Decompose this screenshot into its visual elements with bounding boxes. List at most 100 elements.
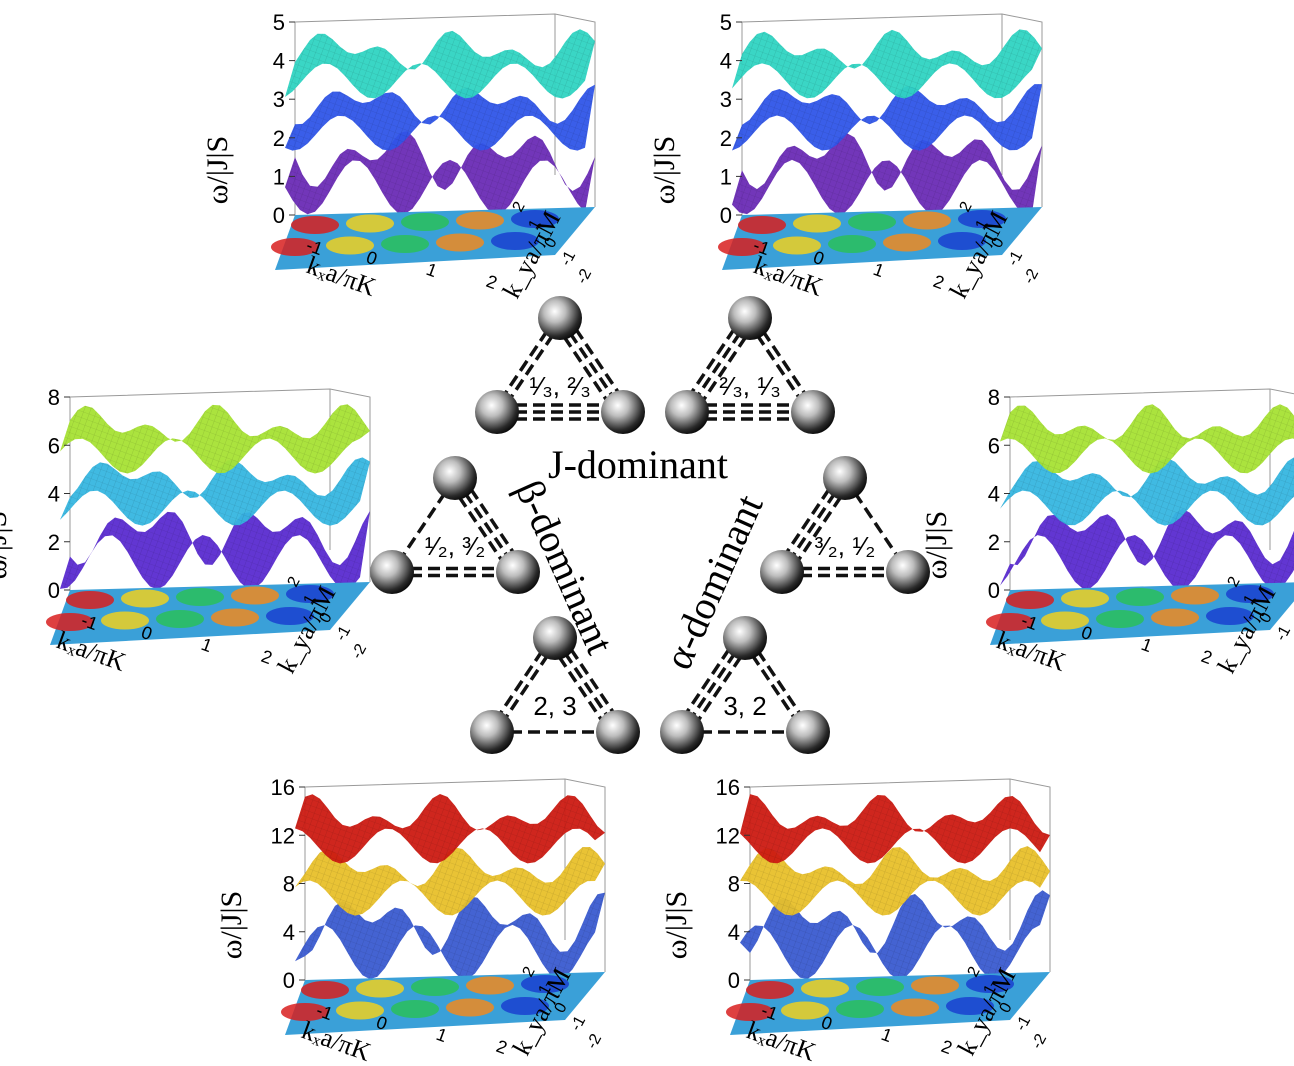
y-tick-label: 0 <box>988 578 1000 603</box>
k-tick-label: -2 <box>1289 641 1294 662</box>
y-tick-label: 4 <box>48 482 60 507</box>
y-tick-label: 3 <box>273 87 285 112</box>
y-axis-label: ω/|J|S <box>215 891 248 959</box>
k-tick-label: -2 <box>1021 266 1043 287</box>
floor-contour-map <box>718 207 1042 270</box>
coupling-ratio-label: ¹⁄₂, ³⁄₂ <box>425 531 486 561</box>
y-tick-label: 4 <box>273 49 285 74</box>
k-tick-label: -2 <box>574 266 596 287</box>
x-tick-label: -1 <box>759 1000 781 1024</box>
atom-sphere <box>660 710 704 754</box>
x-tick-label: 1 <box>424 259 440 281</box>
atom-sphere <box>475 390 519 434</box>
k-tick-label: -2 <box>1029 1031 1051 1052</box>
floor-contour-map <box>271 207 595 270</box>
y-tick-label: 16 <box>716 775 740 800</box>
y-tick-label: 1 <box>720 164 732 189</box>
y-tick-label: 12 <box>716 823 740 848</box>
triangle-cell-3-2: 3, 2 <box>660 616 830 754</box>
atom-sphere <box>496 550 540 594</box>
x-tick-label: 1 <box>199 634 215 656</box>
y-axis-label: ω/|J|S <box>201 136 234 204</box>
x-tick-label: -1 <box>79 610 101 634</box>
coupling-ratio-label: ³⁄₂, ¹⁄₂ <box>815 531 876 561</box>
x-tick-label: 1 <box>879 1024 895 1046</box>
y-tick-label: 12 <box>271 823 295 848</box>
coupling-ratio-label: ¹⁄₃, ²⁄₃ <box>529 371 591 401</box>
y-tick-label: 2 <box>720 126 732 151</box>
y-tick-label: 4 <box>728 920 740 945</box>
y-tick-label: 8 <box>988 385 1000 410</box>
coupling-ratio-label: 2, 3 <box>533 691 576 721</box>
y-tick-label: 4 <box>988 482 1000 507</box>
k-tick-label: -1 <box>558 248 580 269</box>
k-tick-label: -2 <box>349 641 371 662</box>
k-tick-label: -1 <box>568 1013 590 1034</box>
k-tick-label: -2 <box>584 1031 606 1052</box>
atom-sphere <box>601 390 645 434</box>
floor-contour-map <box>281 972 605 1035</box>
atom-sphere <box>760 550 804 594</box>
x-tick-label: -1 <box>1019 610 1041 634</box>
y-tick-label: 5 <box>720 10 732 35</box>
y-tick-label: 0 <box>728 968 740 993</box>
y-tick-label: 3 <box>720 87 732 112</box>
y-tick-label: 1 <box>273 164 285 189</box>
atom-sphere <box>538 296 582 340</box>
triangle-cell-1-3-2-3: ¹⁄₃, ²⁄₃ <box>475 296 645 434</box>
y-tick-label: 8 <box>48 385 60 410</box>
y-tick-label: 0 <box>48 578 60 603</box>
floor-contour-map <box>46 582 370 645</box>
y-axis-label: ω/|J|S <box>0 511 13 579</box>
y-tick-label: 16 <box>271 775 295 800</box>
y-tick-label: 5 <box>273 10 285 35</box>
y-tick-label: 0 <box>273 203 285 228</box>
y-tick-label: 4 <box>283 920 295 945</box>
floor-contour-map <box>726 972 1050 1035</box>
x-tick-label: 1 <box>1139 634 1155 656</box>
atom-sphere <box>596 710 640 754</box>
atom-sphere <box>728 296 772 340</box>
y-tick-label: 2 <box>273 126 285 151</box>
triangle-cell-2-3-1-3: ²⁄₃, ¹⁄₃ <box>665 296 835 434</box>
coupling-ratio-label: ²⁄₃, ¹⁄₃ <box>719 371 781 401</box>
atom-sphere <box>723 616 767 660</box>
floor-contour-map <box>986 582 1294 645</box>
y-tick-label: 2 <box>48 530 60 555</box>
atom-sphere <box>786 710 830 754</box>
k-tick-label: -1 <box>1273 623 1294 644</box>
y-tick-label: 6 <box>988 433 1000 458</box>
y-tick-label: 0 <box>283 968 295 993</box>
x-tick-label: 1 <box>434 1024 450 1046</box>
y-axis-label: ω/|J|S <box>660 891 693 959</box>
atom-sphere <box>470 710 514 754</box>
k-tick-label: -1 <box>1013 1013 1035 1034</box>
triangle-cell-3-2-1-2: ³⁄₂, ¹⁄₂ <box>760 456 930 594</box>
j-dominant-label: J-dominant <box>548 442 728 487</box>
triangle-cell-2-3: 2, 3 <box>470 616 640 754</box>
k-tick-label: -1 <box>1005 248 1027 269</box>
atom-sphere <box>823 456 867 500</box>
y-tick-label: 0 <box>720 203 732 228</box>
atom-sphere <box>533 616 577 660</box>
atom-sphere <box>791 390 835 434</box>
y-tick-label: 4 <box>720 49 732 74</box>
y-tick-label: 2 <box>988 530 1000 555</box>
y-tick-label: 6 <box>48 433 60 458</box>
atom-sphere <box>370 550 414 594</box>
y-axis-label: ω/|J|S <box>648 136 681 204</box>
k-tick-label: -1 <box>333 623 355 644</box>
atom-sphere <box>886 550 930 594</box>
x-tick-label: -1 <box>304 235 326 259</box>
x-tick-label: 1 <box>871 259 887 281</box>
atom-sphere <box>433 456 477 500</box>
x-tick-label: -1 <box>751 235 773 259</box>
atom-sphere <box>665 390 709 434</box>
